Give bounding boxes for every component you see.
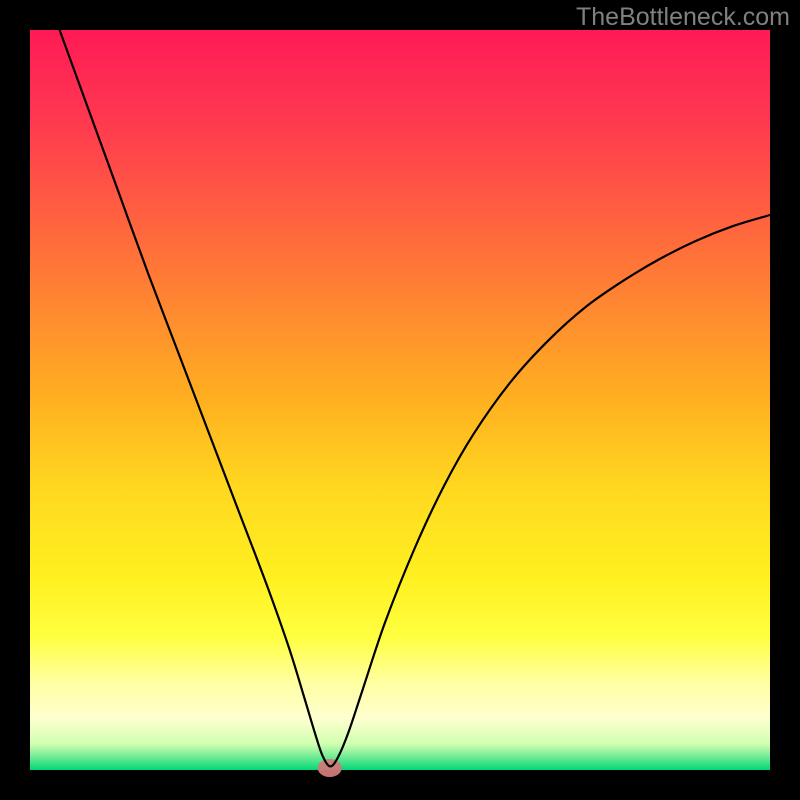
- watermark-text: TheBottleneck.com: [576, 3, 790, 32]
- plot-background: [30, 30, 770, 770]
- bottleneck-chart: [0, 0, 800, 800]
- minimum-marker: [318, 759, 342, 777]
